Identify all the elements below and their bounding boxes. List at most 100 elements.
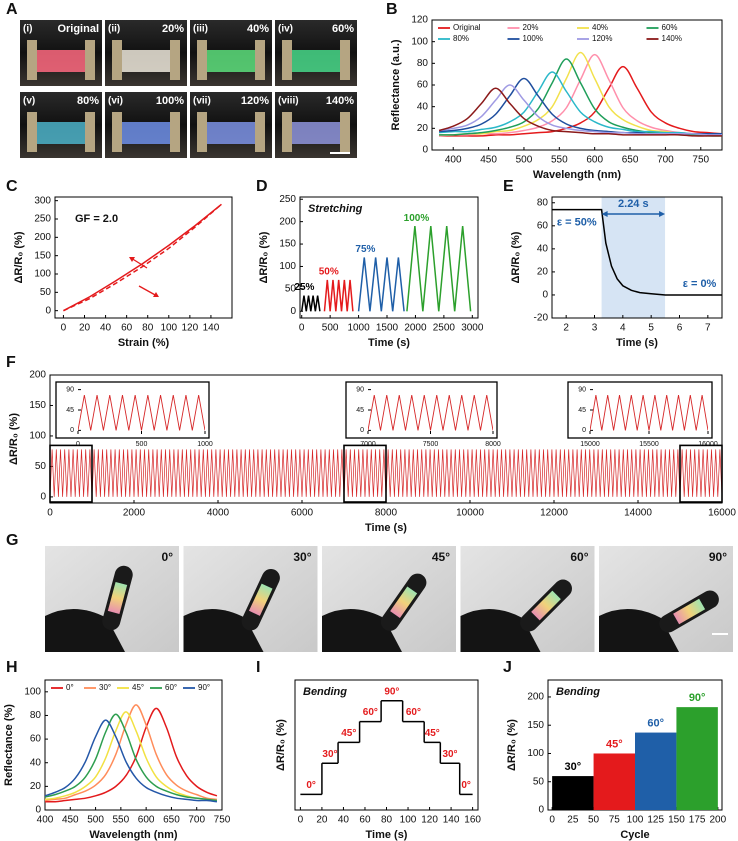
- y-tick-label: 0: [360, 427, 364, 434]
- x-axis-label: Time (s): [616, 337, 658, 349]
- x-tick-label: 450: [480, 155, 497, 166]
- finger: [102, 565, 133, 631]
- sample: [207, 122, 255, 144]
- y-tick-label: 150: [34, 250, 51, 261]
- photo-index: (v): [23, 96, 35, 107]
- y-axis-label: ΔR/R₀ (%): [258, 231, 270, 283]
- x-tick-label: 120: [182, 323, 199, 334]
- photo: [460, 546, 595, 652]
- y-tick-label: 45: [356, 407, 364, 414]
- x-tick-label: 650: [163, 815, 180, 826]
- step-label: 90°: [384, 686, 399, 697]
- chart-title: Bending: [556, 686, 600, 698]
- photo-index: (viii): [278, 96, 299, 107]
- legend-label: 30°: [99, 683, 111, 692]
- sample: [207, 50, 255, 72]
- step-label: 60°: [363, 707, 378, 718]
- plot-frame: [44, 679, 223, 811]
- y-tick-label: 40: [30, 757, 42, 768]
- x-tick-label: 20: [79, 323, 91, 334]
- arrow-head: [129, 257, 135, 262]
- direction-arrow: [138, 285, 158, 297]
- legend-label: 20%: [523, 23, 539, 32]
- clamp: [340, 40, 350, 80]
- y-axis-label: ΔR/R₀ (%): [510, 231, 522, 283]
- legend-label: 140%: [662, 34, 682, 43]
- step-label: 30°: [322, 749, 337, 760]
- x-tick-label: 80: [381, 815, 393, 826]
- photo-index: (ii): [108, 24, 120, 35]
- y-tick-label: 90: [66, 386, 74, 393]
- x-tick-label: 1000: [197, 441, 213, 448]
- x-tick-label: 100: [627, 815, 644, 826]
- y-axis-label: ΔR/R₀ (%): [506, 719, 518, 771]
- sample: [292, 50, 340, 72]
- y-tick-label: 150: [527, 720, 544, 731]
- photo-index: (vii): [193, 96, 211, 107]
- x-tick-label: 80: [142, 323, 154, 334]
- arrow-head: [153, 292, 159, 297]
- series-line: [78, 394, 205, 431]
- y-tick-label: 20: [417, 123, 429, 134]
- finger: [380, 573, 427, 631]
- x-tick-label: 6: [677, 323, 683, 334]
- x-tick-label: 600: [586, 155, 603, 166]
- chart-title: Bending: [303, 686, 347, 698]
- x-tick-label: 140: [203, 323, 220, 334]
- x-tick-label: 2000: [404, 323, 427, 334]
- x-tick-label: 2000: [123, 508, 146, 519]
- y-tick-label: 100: [24, 686, 41, 697]
- series-line: [590, 394, 708, 431]
- y-tick-label: 45: [66, 407, 74, 414]
- x-tick-label: 40: [338, 815, 350, 826]
- x-tick-label: 8000: [485, 441, 501, 448]
- photo-label: 60°: [570, 550, 588, 564]
- plot-frame: [54, 196, 233, 319]
- sensor: [248, 583, 273, 616]
- y-tick-label: 200: [279, 216, 296, 227]
- y-tick-label: 300: [34, 195, 51, 206]
- y-tick-label: 0: [542, 290, 548, 301]
- panel-label: F: [6, 354, 16, 371]
- x-axis-label: Time (s): [365, 522, 407, 534]
- step-label: 45°: [425, 728, 440, 739]
- x-tick-label: 16000: [708, 508, 736, 519]
- x-tick-label: 550: [551, 155, 568, 166]
- panel-label: I: [256, 659, 260, 676]
- step-label: 0°: [306, 780, 316, 791]
- clamp: [197, 40, 207, 80]
- panel-label: H: [6, 659, 18, 676]
- photo-index: (iv): [278, 24, 293, 35]
- y-tick-label: 0: [35, 805, 41, 816]
- legend-label: Original: [453, 23, 481, 32]
- highlight-box: [49, 444, 93, 503]
- x-axis-label: Time (s): [368, 337, 410, 349]
- y-axis-label: ΔR/R₀ (%): [13, 231, 25, 283]
- panel-label: C: [6, 178, 18, 195]
- y-axis-label: Reflectance (a.u.): [390, 39, 402, 130]
- step-label: 45°: [341, 728, 356, 739]
- series-line: [439, 77, 722, 135]
- x-tick-label: 700: [188, 815, 205, 826]
- y-tick-label: 60: [417, 80, 429, 91]
- y-tick-label: 0: [422, 145, 428, 156]
- x-tick-label: 0: [549, 815, 555, 826]
- photo: [599, 546, 733, 652]
- series-line: [323, 279, 354, 312]
- x-tick-label: 0: [299, 323, 305, 334]
- clamp: [112, 112, 122, 152]
- clamp: [170, 40, 180, 80]
- series-label: 75%: [355, 244, 375, 255]
- y-tick-label: 80: [537, 197, 549, 208]
- x-tick-label: 4000: [207, 508, 230, 519]
- x-tick-label: 100: [160, 323, 177, 334]
- series-line: [552, 208, 722, 296]
- x-tick-label: 12000: [540, 508, 568, 519]
- x-axis-label: Cycle: [620, 829, 649, 841]
- photo-label: 60%: [332, 23, 354, 35]
- end-label: ε = 0%: [683, 278, 717, 290]
- y-tick-label: 80: [30, 710, 42, 721]
- clamp: [85, 112, 95, 152]
